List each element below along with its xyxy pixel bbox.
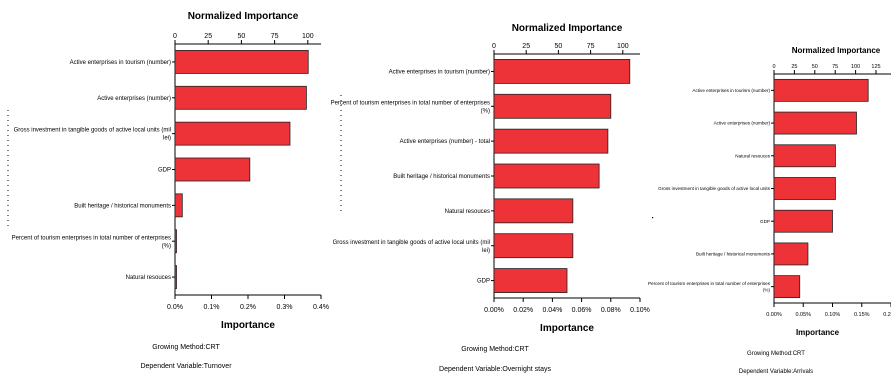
bottom-tick-label: 0.02% xyxy=(513,307,533,314)
bottom-tick-label: 0.2% xyxy=(240,304,256,311)
bar-7 xyxy=(773,275,801,299)
top-tick-label: 25 xyxy=(522,43,530,50)
category-label: Gross investment in tangible goods of ac… xyxy=(658,186,771,191)
category-label: (%) xyxy=(162,243,171,249)
bottom-tick-label: 0.00% xyxy=(484,307,504,314)
bar-5 xyxy=(174,193,183,218)
top-tick-label: 75 xyxy=(832,64,838,70)
category-label: Percent of tourism enterprises in total … xyxy=(12,235,171,241)
chart-panel-3: Normalized Importance 0 25 50 75 100 125 0.00% 0… xyxy=(648,46,891,375)
bottom-tick-label: 0.00% xyxy=(766,312,782,318)
bar-3 xyxy=(773,144,836,168)
bottom-tick-label: 0.20% xyxy=(883,312,891,318)
category-label: (%) xyxy=(481,108,490,114)
bottom-tick-label: 0.10% xyxy=(630,307,650,314)
bar-6 xyxy=(493,233,574,259)
category-label: Percent of tourism enterprises in total … xyxy=(648,281,771,286)
category-label: Built heritage / historical monuments xyxy=(393,174,490,180)
bottom-tick-label: 0.15% xyxy=(854,312,870,318)
bar-4 xyxy=(174,157,251,182)
category-label: Active enterprises in tourism (number) xyxy=(70,60,171,66)
category-label: GDP xyxy=(760,219,770,224)
bottom-tick-label: 0.04% xyxy=(542,307,562,314)
x-axis-label: Importance xyxy=(221,320,275,331)
category-label: Gross investment in tangible goods of ac… xyxy=(14,128,171,134)
dependent-variable-note: Dependent Variable:Arrivals xyxy=(739,369,813,375)
bar-1 xyxy=(773,78,869,102)
top-tick-label: 0 xyxy=(772,64,775,70)
category-label: Built heritage / historical monuments xyxy=(696,252,771,257)
category-label: Gross investment in tangible goods of ac… xyxy=(333,240,490,246)
chart-title: Normalized Importance xyxy=(188,11,299,22)
edge-dot-right xyxy=(652,217,654,219)
bottom-tick-label: 0.0% xyxy=(167,304,183,311)
bar-5 xyxy=(773,209,833,233)
bottom-tick-label: 0.4% xyxy=(313,304,329,311)
bar-7 xyxy=(174,265,177,289)
bar-7 xyxy=(493,268,568,293)
top-tick-label: 100 xyxy=(302,33,314,40)
bottom-tick-label: 0.3% xyxy=(277,304,293,311)
bar-4 xyxy=(493,163,600,189)
category-label: GDP xyxy=(158,168,171,174)
chart-title: Normalized Importance xyxy=(512,23,623,34)
bar-6 xyxy=(174,229,177,254)
bar-4 xyxy=(773,177,836,200)
category-label: Active enterprises (number) - total xyxy=(400,139,490,145)
bar-2 xyxy=(493,93,612,119)
dependent-variable-note: Dependent Variable:Turnover xyxy=(140,363,232,370)
dependent-variable-note: Dependent Variable:Overnight stays xyxy=(439,366,551,373)
bar-1 xyxy=(174,50,309,74)
category-label: Active enterprises in tourism (number) xyxy=(692,88,770,93)
top-tick-label: 100 xyxy=(617,43,629,50)
top-tick-label: 0 xyxy=(492,43,496,50)
top-tick-label: 50 xyxy=(812,64,818,70)
bottom-tick-label: 0.08% xyxy=(601,307,621,314)
growing-method-note: Growing Method:CRT xyxy=(461,346,529,353)
category-label: Natural resouces xyxy=(126,275,171,281)
top-tick-label: 0 xyxy=(173,33,177,40)
bar-2 xyxy=(773,111,857,135)
top-tick-label: 25 xyxy=(791,64,797,70)
chart-title: Normalized Importance xyxy=(792,46,881,55)
chart-panel-2: Normalized Importance 0 25 50 75 100 0.00% 0.02… xyxy=(331,23,650,373)
category-label: Percent of tourism enterprises in total … xyxy=(331,100,490,106)
bar-3 xyxy=(493,128,609,154)
category-label: lei) xyxy=(163,136,171,142)
x-axis-label: Importance xyxy=(796,328,840,337)
bar-6 xyxy=(773,242,809,266)
bottom-tick-label: 0.05% xyxy=(795,312,811,318)
bar-5 xyxy=(493,198,574,224)
category-label: lei) xyxy=(482,248,490,254)
top-tick-label: 75 xyxy=(271,33,279,40)
top-tick-label: 125 xyxy=(871,64,880,70)
category-label: Active enterprises (number) xyxy=(714,121,771,126)
growing-method-note: Growing Method:CRT xyxy=(152,344,220,351)
x-axis-label: Importance xyxy=(540,323,594,334)
category-label: Active enterprises in tourism (number) xyxy=(389,70,490,76)
bar-3 xyxy=(174,121,291,146)
bottom-tick-label: 0.1% xyxy=(204,304,220,311)
chart-panel-1: Normalized Importance 0 25 50 75 100 0.0% 0.1% 0… xyxy=(12,11,329,370)
top-tick-label: 75 xyxy=(587,43,595,50)
bar-1 xyxy=(493,59,631,84)
top-tick-label: 100 xyxy=(851,64,860,70)
growing-method-note: Growing Method:CRT xyxy=(747,351,805,357)
category-label: Built heritage / historical monuments xyxy=(74,203,171,209)
category-label: GDP xyxy=(477,279,490,285)
bar-2 xyxy=(174,85,307,110)
bottom-tick-label: 0.06% xyxy=(572,307,592,314)
top-tick-label: 50 xyxy=(555,43,563,50)
top-tick-label: 50 xyxy=(238,33,246,40)
category-label: Natural resouces xyxy=(445,209,490,215)
top-tick-label: 25 xyxy=(204,33,212,40)
category-label: (%) xyxy=(763,288,771,293)
category-label: Active enterprises (number) xyxy=(97,96,171,102)
bottom-tick-label: 0.10% xyxy=(825,312,841,318)
category-label: Natural resouces xyxy=(735,153,770,158)
